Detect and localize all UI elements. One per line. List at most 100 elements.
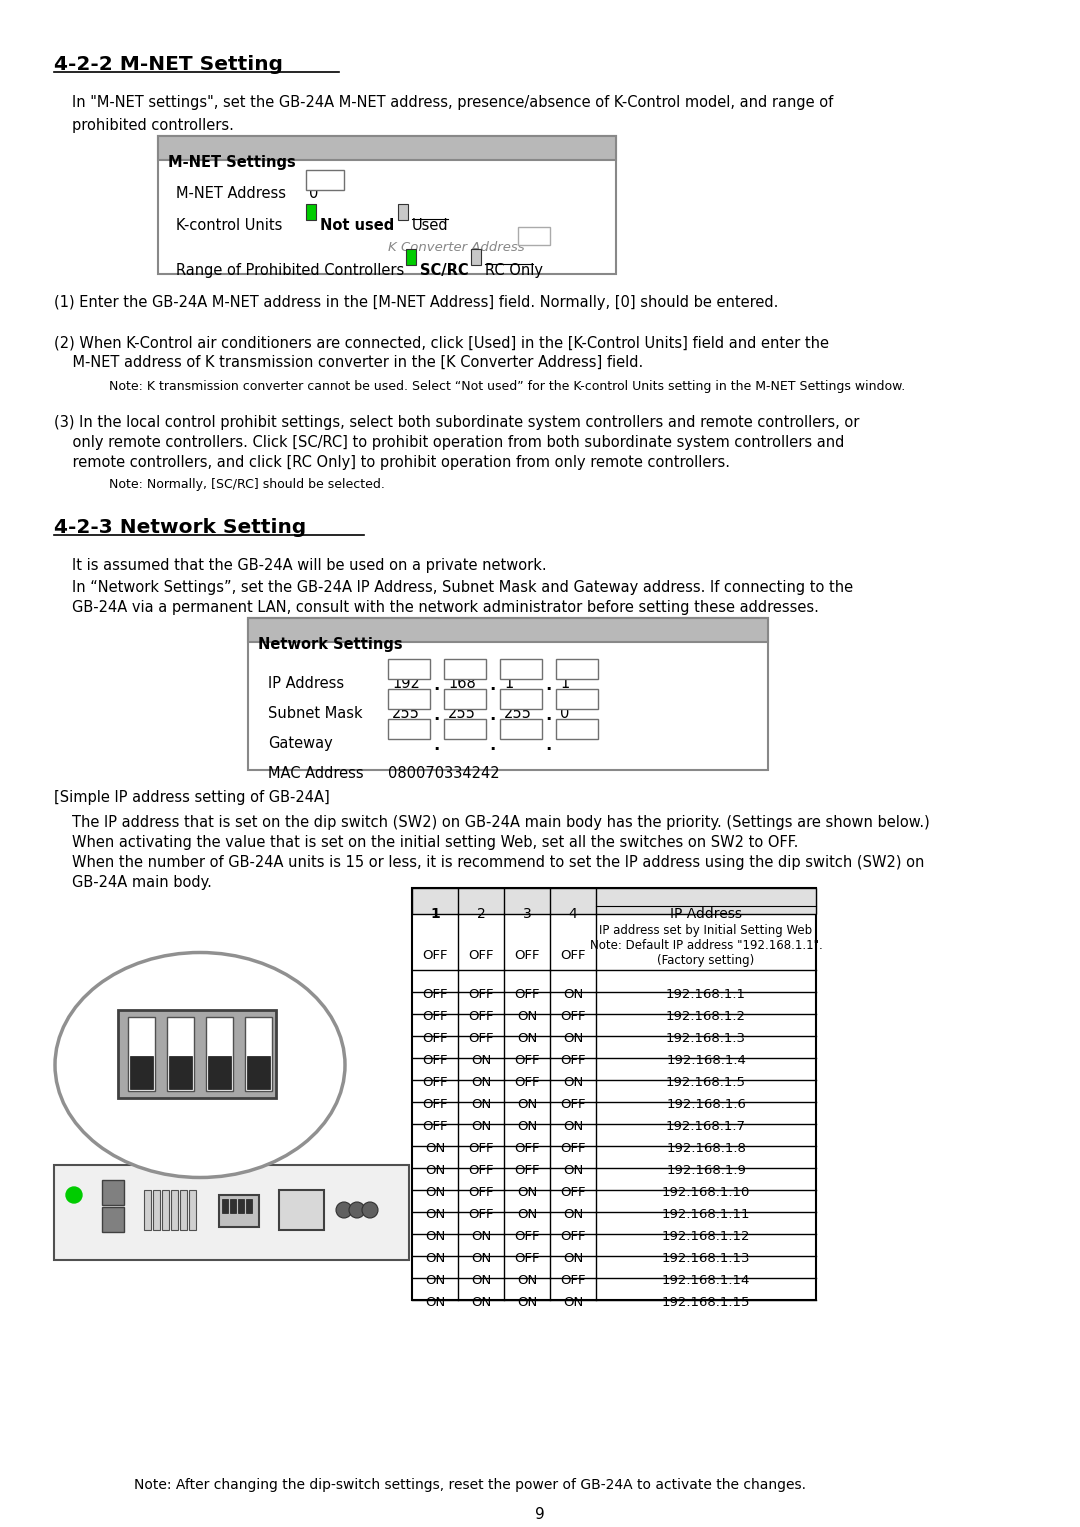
Text: .: .: [433, 676, 440, 693]
Text: 9: 9: [535, 1507, 545, 1522]
Text: 192.168.1.15: 192.168.1.15: [662, 1296, 751, 1309]
Text: 192.168.1.9: 192.168.1.9: [666, 1164, 746, 1177]
Text: ON: ON: [424, 1186, 445, 1199]
Text: ON: ON: [517, 1186, 537, 1199]
Text: [Simple IP address setting of GB-24A]: [Simple IP address setting of GB-24A]: [54, 789, 329, 805]
Bar: [180, 1190, 187, 1231]
Bar: [158, 136, 616, 273]
Text: 1: 1: [561, 676, 569, 692]
Text: GB-24A via a permanent LAN, consult with the network administrator before settin: GB-24A via a permanent LAN, consult with…: [72, 600, 819, 615]
Text: prohibited controllers.: prohibited controllers.: [72, 118, 234, 133]
Text: When the number of GB-24A units is 15 or less, it is recommend to set the IP add: When the number of GB-24A units is 15 or…: [72, 855, 924, 870]
Bar: [556, 719, 598, 739]
Text: ON: ON: [563, 1252, 583, 1264]
Bar: [388, 689, 430, 709]
Text: Note: After changing the dip-switch settings, reset the power of GB-24A to activ: Note: After changing the dip-switch sett…: [134, 1478, 806, 1492]
Text: It is assumed that the GB-24A will be used on a private network.: It is assumed that the GB-24A will be us…: [72, 557, 546, 573]
Bar: [248, 618, 768, 770]
Text: 192.168.1.4: 192.168.1.4: [666, 1054, 746, 1067]
Bar: [444, 660, 486, 680]
Text: OFF: OFF: [469, 1208, 494, 1222]
Bar: [238, 1199, 244, 1212]
Bar: [444, 689, 486, 709]
Text: 3: 3: [523, 907, 531, 921]
Text: (1) Enter the GB-24A M-NET address in the [M-NET Address] field. Normally, [0] s: (1) Enter the GB-24A M-NET address in th…: [54, 295, 779, 310]
Text: 4-2-3 Network Setting: 4-2-3 Network Setting: [54, 518, 307, 538]
Bar: [158, 136, 616, 160]
Circle shape: [362, 1202, 378, 1219]
Text: OFF: OFF: [561, 948, 585, 962]
Text: When activating the value that is set on the initial setting Web, set all the sw: When activating the value that is set on…: [72, 835, 798, 851]
Text: remote controllers, and click [RC Only] to prohibit operation from only remote c: remote controllers, and click [RC Only] …: [54, 455, 730, 470]
Text: ON: ON: [563, 1119, 583, 1133]
Text: ON: ON: [471, 1119, 491, 1133]
Text: MAC Address: MAC Address: [268, 767, 364, 780]
Text: .: .: [545, 705, 552, 724]
Text: OFF: OFF: [514, 948, 540, 962]
Circle shape: [336, 1202, 352, 1219]
Circle shape: [349, 1202, 365, 1219]
Text: In "M-NET settings", set the GB-24A M-NET address, presence/absence of K-Control: In "M-NET settings", set the GB-24A M-NE…: [72, 95, 834, 110]
Text: ON: ON: [517, 1119, 537, 1133]
Text: 192.168.1.1: 192.168.1.1: [666, 988, 746, 1002]
Text: ON: ON: [517, 1098, 537, 1112]
Text: OFF: OFF: [561, 1098, 585, 1112]
Text: IP address set by Initial Setting Web: IP address set by Initial Setting Web: [599, 924, 812, 938]
Text: OFF: OFF: [422, 1032, 448, 1044]
Text: 192.168.1.12: 192.168.1.12: [662, 1231, 751, 1243]
Text: OFF: OFF: [469, 1142, 494, 1154]
Text: 255: 255: [448, 705, 476, 721]
Text: ON: ON: [424, 1164, 445, 1177]
Text: 192.168.1.10: 192.168.1.10: [662, 1186, 751, 1199]
Text: 192.168.1.14: 192.168.1.14: [662, 1274, 751, 1287]
Bar: [162, 1190, 168, 1231]
Text: ON: ON: [471, 1231, 491, 1243]
Text: ON: ON: [563, 1077, 583, 1089]
Text: M-NET Address: M-NET Address: [176, 186, 286, 202]
Bar: [500, 689, 542, 709]
Text: K Converter Address: K Converter Address: [388, 241, 525, 253]
Text: OFF: OFF: [514, 1077, 540, 1089]
Text: OFF: OFF: [82, 1090, 111, 1106]
Text: Not used: Not used: [320, 218, 394, 234]
Text: .: .: [489, 705, 496, 724]
Text: OFF: OFF: [561, 1274, 585, 1287]
Text: ON: ON: [517, 1009, 537, 1023]
Text: ON: ON: [563, 988, 583, 1002]
Bar: [406, 249, 416, 266]
Bar: [518, 228, 550, 244]
Text: OFF: OFF: [469, 948, 494, 962]
Text: ON: ON: [517, 1208, 537, 1222]
Text: only remote controllers. Click [SC/RC] to prohibit operation from both subordina: only remote controllers. Click [SC/RC] t…: [54, 435, 845, 450]
Text: M-NET Settings: M-NET Settings: [168, 156, 296, 169]
Text: OFF: OFF: [514, 1164, 540, 1177]
Text: ON: ON: [424, 1296, 445, 1309]
Text: OFF: OFF: [469, 1032, 494, 1044]
Bar: [247, 1057, 270, 1089]
Text: 192.168.1.7: 192.168.1.7: [666, 1119, 746, 1133]
Text: Gateway: Gateway: [268, 736, 333, 751]
Text: 192.168.1.3: 192.168.1.3: [666, 1032, 746, 1044]
Text: 4-2-2 M-NET Setting: 4-2-2 M-NET Setting: [54, 55, 283, 73]
Bar: [399, 205, 408, 220]
Text: OFF: OFF: [469, 1164, 494, 1177]
Text: OFF: OFF: [561, 1231, 585, 1243]
Text: 080070334242: 080070334242: [388, 767, 500, 780]
Text: OFF: OFF: [422, 1098, 448, 1112]
Text: 192.168.1.11: 192.168.1.11: [662, 1208, 751, 1222]
Bar: [102, 1206, 124, 1232]
Text: ON: ON: [517, 1296, 537, 1309]
Bar: [306, 205, 316, 220]
Text: (2) When K-Control air conditioners are connected, click [Used] in the [K-Contro: (2) When K-Control air conditioners are …: [54, 334, 829, 350]
Bar: [556, 660, 598, 680]
Text: .: .: [545, 736, 552, 754]
Text: ON: ON: [424, 1252, 445, 1264]
Text: 2: 2: [476, 907, 485, 921]
Text: ON: ON: [563, 1296, 583, 1309]
Text: OFF: OFF: [514, 988, 540, 1002]
Text: SW1/2/3  EXT.I/O   M-NET: SW1/2/3 EXT.I/O M-NET: [224, 1251, 346, 1260]
Text: Note: Normally, [SC/RC] should be selected.: Note: Normally, [SC/RC] should be select…: [109, 478, 384, 492]
Text: RC Only: RC Only: [485, 263, 543, 278]
Text: Subnet Mask: Subnet Mask: [268, 705, 363, 721]
Text: OFF: OFF: [514, 1054, 540, 1067]
